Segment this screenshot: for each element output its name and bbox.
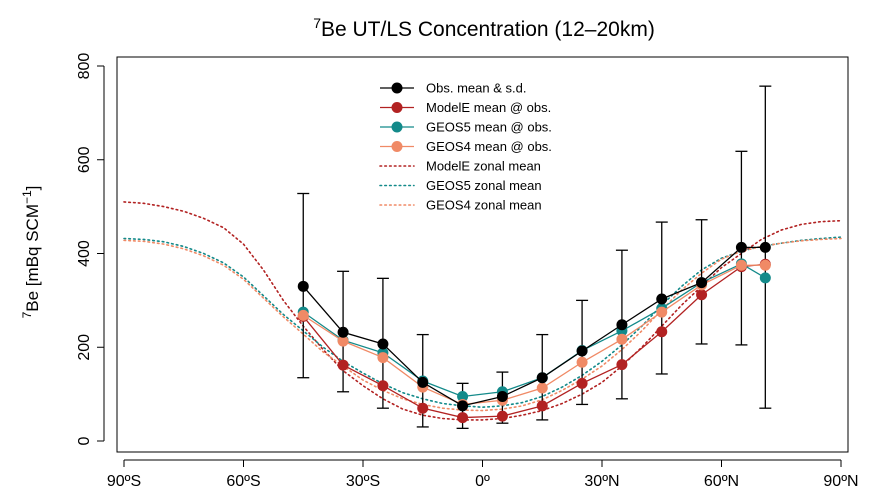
x-tick-label: 60ºN: [704, 473, 739, 490]
zonal-mean-line: [123, 201, 842, 421]
chart-title-text: Be UT/LS Concentration (12–20km): [321, 18, 655, 41]
model-series-line: [302, 263, 766, 398]
observation-error-bars: [297, 85, 772, 429]
x-tick-label: 90ºS: [107, 473, 141, 490]
model-data-point: [297, 309, 309, 321]
y-axis-label: 7Be [mBq SCM−1]: [20, 186, 42, 319]
x-tick-label: 30ºN: [584, 473, 619, 490]
observation-data-point: [417, 376, 429, 388]
observation-data-point: [576, 345, 588, 357]
chart-title-superscript: 7: [313, 15, 321, 31]
observation-data-point: [377, 338, 389, 350]
zonal-mean-line: [123, 236, 842, 409]
observation-data-point: [297, 280, 309, 292]
y-tick-label: 800: [76, 53, 93, 80]
legend-marker: [391, 141, 403, 152]
model-data-point: [576, 356, 588, 368]
observation-data-point: [735, 241, 747, 253]
legend-label: GEOS4 mean @ obs.: [426, 139, 552, 154]
x-axis: 90ºS 60ºS 30ºS 0º 30ºN 60ºN 90ºN: [107, 459, 859, 490]
model-data-point: [337, 335, 349, 347]
observation-data-point: [496, 390, 508, 402]
y-tick-label: 0: [76, 436, 93, 445]
model-data-point: [457, 412, 469, 424]
legend-marker: [391, 121, 403, 133]
plot-frame: [116, 56, 849, 453]
x-tick-label: 30ºS: [346, 473, 380, 490]
model-data-point: [735, 259, 747, 271]
legend-label: GEOS5 mean @ obs.: [426, 120, 552, 135]
model-data-point: [759, 272, 771, 284]
chart-title: 7Be UT/LS Concentration (12–20km): [313, 15, 655, 41]
observation-data-point: [457, 400, 469, 412]
zonal-mean-line: [123, 237, 842, 412]
y-axis-label-text: Be [mBq SCM: [23, 204, 42, 312]
model-data-point: [377, 380, 389, 392]
legend-label: ModelE mean @ obs.: [426, 100, 551, 115]
model-data-point: [536, 400, 548, 412]
model-data-point: [536, 382, 548, 394]
observation-line: [302, 246, 766, 407]
y-axis-label-superscript: 7: [20, 311, 34, 318]
legend-marker: [391, 102, 403, 113]
legend-label: Obs. mean & s.d.: [426, 81, 526, 96]
y-tick-label: 200: [76, 334, 93, 361]
model-data-point: [759, 259, 771, 271]
legend-label: GEOS5 zonal mean: [426, 178, 542, 193]
y-axis-label-tail: ]: [23, 186, 42, 191]
observation-data-point: [616, 319, 628, 331]
observation-data-point: [696, 277, 708, 289]
x-tick-label: 90ºN: [823, 473, 858, 490]
legend-marker: [391, 82, 403, 94]
model-data-point: [337, 359, 349, 371]
legend-label: GEOS4 zonal mean: [426, 198, 542, 213]
x-tick-label: 0º: [475, 473, 490, 490]
observation-data-point: [536, 372, 548, 384]
model-data-point: [656, 306, 668, 318]
model-data-point: [616, 333, 628, 345]
model-data-point: [457, 390, 469, 402]
model-data-point: [576, 377, 588, 389]
legend-label: ModelE zonal mean: [426, 159, 541, 174]
x-tick-label: 60ºS: [226, 473, 260, 490]
y-tick-label: 400: [76, 240, 93, 267]
model-data-point: [656, 326, 668, 338]
observation-series: [297, 241, 771, 412]
y-tick-label: 600: [76, 146, 93, 173]
zonal-mean-lines: [123, 201, 842, 421]
y-axis: 0 200 400 600 800: [76, 53, 105, 445]
model-data-point: [616, 359, 628, 371]
model-data-point: [417, 402, 429, 414]
y-axis-label-unit-superscript: −1: [20, 190, 34, 204]
legend: Obs. mean & s.d. ModelE mean @ obs. GEOS5 …: [379, 81, 552, 213]
observation-data-point: [337, 326, 349, 338]
observation-data-point: [656, 293, 668, 305]
observation-data-point: [759, 241, 771, 253]
model-data-point: [496, 410, 508, 422]
model-data-point: [377, 352, 389, 364]
model-data-point: [696, 289, 708, 301]
